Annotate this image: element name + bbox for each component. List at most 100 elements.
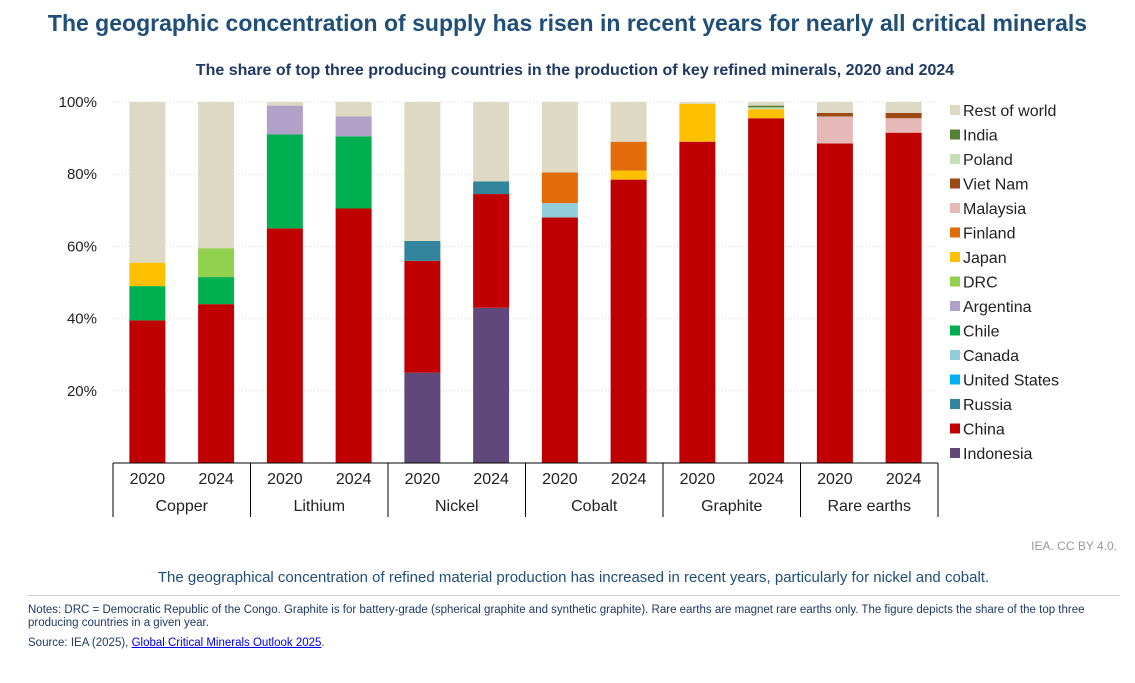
group-label-graphite: Graphite [701,498,762,515]
bar-cobalt-2020-finland [541,172,578,204]
bar-nickel-2020-rest-of-world [404,102,441,241]
bar-graphite-2020-rest-of-world [679,102,716,104]
legend-label-russia: Russia [963,397,1012,414]
group-label-nickel: Nickel [435,498,479,515]
bar-cobalt-2024-china [610,179,647,464]
year-label-lithium-2020: 2020 [267,471,303,488]
bar-cobalt-2024-rest-of-world [610,102,647,142]
year-label-lithium-2024: 2024 [336,471,372,488]
legend-swatch-japan [950,252,960,262]
y-tick-label-100: 100% [59,94,97,111]
legend-label-indonesia: Indonesia [963,446,1032,463]
bar-rare-earths-2024-viet-nam [885,112,922,119]
year-label-graphite-2020: 2020 [680,471,716,488]
year-label-graphite-2024: 2024 [748,471,784,488]
bar-rare-earths-2020-china [816,143,853,463]
bar-graphite-2024-japan [748,109,785,119]
stacked-bar-chart: 20% 40% 60% 80% 100% Copper Lithium Nickel Cobal… [59,94,1059,517]
bar-copper-2020-china [129,320,166,463]
year-label-nickel-2024: 2024 [473,471,509,488]
bar-rare-earths-2024-malaysia [885,118,922,133]
legend-label-japan: Japan [963,250,1007,267]
bar-copper-2020-chile [129,286,166,321]
year-label-rare-earths-2020: 2020 [817,471,853,488]
legend-swatch-indonesia [950,448,960,458]
legend-swatch-china [950,423,960,434]
legend-swatch-viet-nam [950,178,960,189]
bar-copper-2024-drc [198,248,235,278]
legend-swatch-russia [950,399,960,409]
bar-copper-2024-rest-of-world [198,102,235,249]
legend-label-canada: Canada [963,348,1019,365]
bar-cobalt-2020-rest-of-world [541,102,578,173]
legend-label-chile: Chile [963,324,1000,341]
legend-swatch-canada [950,350,960,360]
legend-label-viet-nam: Viet Nam [963,177,1029,194]
group-label-rare-earths: Rare earths [827,498,911,515]
bar-lithium-2020-chile [266,134,303,229]
bar-lithium-2024-argentina [335,116,372,137]
bar-rare-earths-2020-viet-nam [816,112,853,117]
bar-graphite-2020-japan [679,103,716,142]
legend-swatch-united-states [950,374,960,385]
notes-text: Notes: DRC = Democratic Republic of the … [28,604,1085,629]
bar-cobalt-2020-china [541,217,578,463]
legend-label-finland: Finland [963,226,1015,243]
bar-copper-2020-japan [129,262,166,287]
divider [28,595,1120,596]
bar-lithium-2020-argentina [266,105,303,135]
bar-lithium-2024-rest-of-world [335,102,372,117]
source-prefix: Source: IEA (2025), [28,637,132,649]
legend-swatch-rest-of-world [950,105,960,115]
credit-label: IEA. CC BY 4.0. [1031,539,1117,553]
bar-graphite-2024-rest-of-world [748,102,785,106]
bar-lithium-2020-china [266,228,303,463]
year-label-copper-2020: 2020 [130,471,166,488]
legend-label-drc: DRC [963,275,998,292]
figure-caption: The geographical concentration of refine… [157,569,990,586]
legend-label-argentina: Argentina [963,299,1032,316]
y-tick-label-80: 80% [67,166,97,183]
y-tick-label-60: 60% [67,238,97,255]
bar-graphite-2024-india [748,105,785,108]
group-label-lithium: Lithium [293,498,345,515]
legend-swatch-drc [950,276,960,287]
legend-label-united-states: United States [963,373,1059,390]
year-label-cobalt-2024: 2024 [611,471,647,488]
legend-label-india: India [963,128,998,145]
bar-cobalt-2020-canada [541,203,578,218]
group-label-cobalt: Cobalt [571,498,618,515]
bar-rare-earths-2020-rest-of-world [816,102,853,113]
bar-copper-2020-rest-of-world [129,102,166,263]
y-tick-label-20: 20% [67,383,97,400]
bar-lithium-2024-chile [335,136,372,209]
source-line: Source: IEA (2025), Global Critical Mine… [28,637,325,649]
bar-nickel-2020-russia [404,240,441,261]
legend-swatch-india [950,129,960,140]
bar-nickel-2020-indonesia [404,372,441,463]
chart-subtitle: The share of top three producing countri… [195,62,955,79]
bar-nickel-2020-china [404,260,441,373]
legend-label-china: China [963,422,1005,439]
bar-rare-earths-2020-malaysia [816,116,853,144]
year-label-cobalt-2020: 2020 [542,471,578,488]
bar-rare-earths-2024-rest-of-world [885,102,922,113]
bar-cobalt-2024-finland [610,141,647,171]
bar-rare-earths-2024-china [885,132,922,463]
y-tick-label-40: 40% [67,311,97,328]
legend-swatch-finland [950,227,960,238]
legend-label-rest-of-world: Rest of world [963,103,1056,120]
bar-graphite-2020-china [679,141,716,463]
bar-nickel-2024-china [473,194,510,308]
bar-nickel-2024-russia [473,181,510,195]
bar-nickel-2024-rest-of-world [473,102,510,182]
bar-lithium-2024-china [335,208,372,463]
source-link[interactable]: Global Critical Minerals Outlook 2025 [131,637,322,649]
bar-copper-2024-china [198,304,235,463]
chart-title: The geographic concentration of supply h… [47,10,1088,36]
year-label-nickel-2020: 2020 [405,471,441,488]
legend-swatch-argentina [950,301,960,311]
bar-nickel-2024-indonesia [473,307,510,463]
legend-label-poland: Poland [963,152,1013,169]
legend-swatch-poland [950,154,960,164]
